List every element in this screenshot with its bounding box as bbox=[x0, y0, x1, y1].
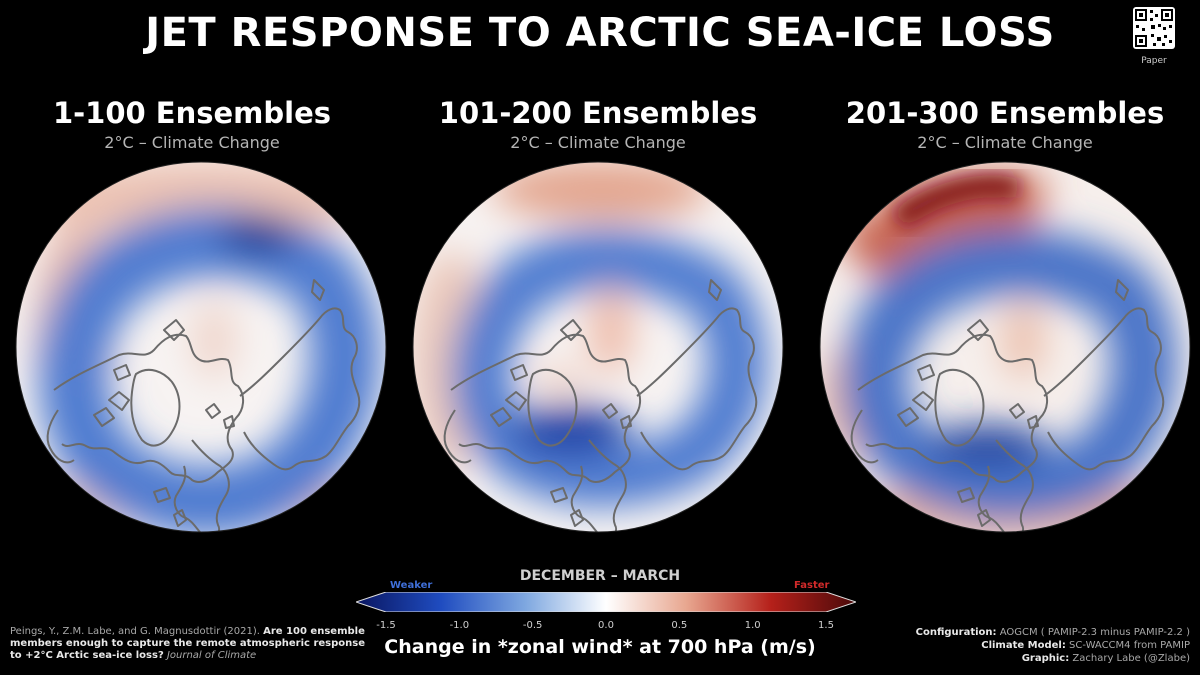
colorbar-tick-label: -1.5 bbox=[376, 620, 396, 631]
qr-code-icon[interactable] bbox=[1133, 7, 1175, 49]
map-ensembles-201-300 bbox=[819, 161, 1191, 533]
panel-1-subtitle: 2°C – Climate Change bbox=[104, 133, 280, 152]
citation: Peings, Y., Z.M. Labe, and G. Magnusdott… bbox=[10, 626, 370, 662]
panel-2-subtitle: 2°C – Climate Change bbox=[510, 133, 686, 152]
map-ensembles-101-200 bbox=[412, 161, 784, 533]
model-label: Climate Model: bbox=[981, 640, 1066, 651]
colorbar-tick-label: 1.0 bbox=[744, 620, 761, 631]
colorbar-tick-label: -1.0 bbox=[449, 620, 470, 631]
season-label: DECEMBER – MARCH bbox=[519, 568, 681, 584]
panel-3-subtitle: 2°C – Climate Change bbox=[917, 133, 1093, 152]
main-title: JET RESPONSE TO ARCTIC SEA-ICE LOSS bbox=[145, 10, 1055, 56]
graphic-value: Zachary Labe (@Zlabe) bbox=[1072, 653, 1190, 664]
citation-journal: Journal of Climate bbox=[166, 650, 257, 661]
panel-1-title: 1-100 Ensembles bbox=[52, 96, 332, 130]
model-value: SC-WACCM4 from PAMIP bbox=[1069, 640, 1190, 651]
weaker-label: Weaker bbox=[390, 580, 433, 591]
colorbar-label: Change in *zonal wind* at 700 hPa (m/s) bbox=[384, 636, 816, 658]
colorbar-tick-label: 0.0 bbox=[598, 620, 614, 631]
colorbar-tick-label: -0.5 bbox=[522, 620, 543, 631]
qr-label: Paper bbox=[1141, 56, 1167, 66]
colorbar bbox=[356, 592, 856, 612]
citation-title: Are 100 ensemble members enough to captu… bbox=[10, 626, 365, 661]
colorbar-tick-label: 1.5 bbox=[818, 620, 834, 631]
colorbar-tick-label: 0.5 bbox=[671, 620, 688, 631]
config-value: AOGCM ( PAMIP-2.3 minus PAMIP-2.2 ) bbox=[999, 627, 1190, 638]
credits: Configuration: AOGCM ( PAMIP-2.3 minus P… bbox=[830, 626, 1190, 665]
faster-label: Faster bbox=[794, 580, 830, 591]
citation-authors: Peings, Y., Z.M. Labe, and G. Magnusdott… bbox=[10, 626, 260, 637]
graphic-label: Graphic: bbox=[1021, 653, 1070, 664]
config-label: Configuration: bbox=[915, 627, 997, 638]
map-ensembles-1-100 bbox=[15, 161, 387, 533]
panel-3-title: 201-300 Ensembles bbox=[845, 96, 1165, 130]
panel-2-title: 101-200 Ensembles bbox=[438, 96, 758, 130]
